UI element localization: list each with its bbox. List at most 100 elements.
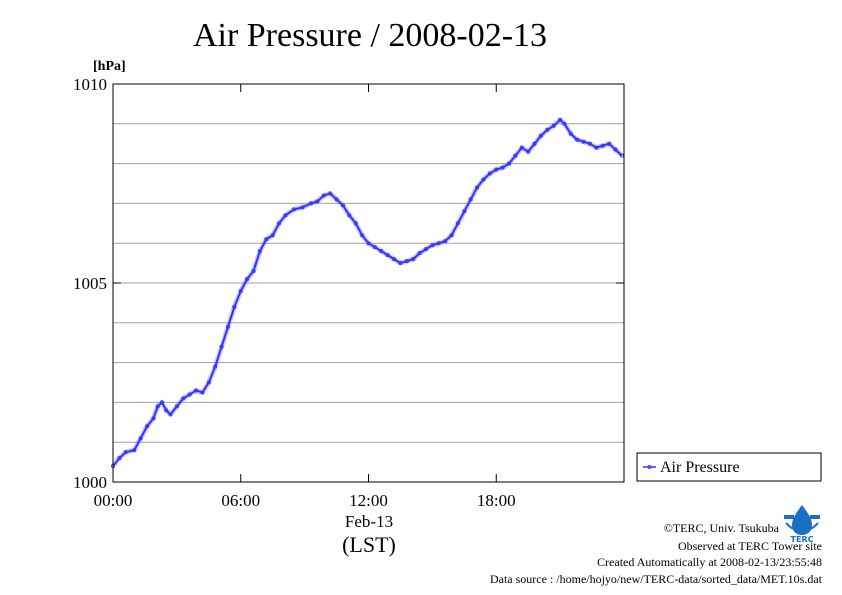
data-point (449, 233, 454, 238)
x-tick-label: 18:00 (477, 491, 516, 510)
data-point (551, 123, 556, 128)
data-point (353, 221, 358, 226)
data-point (594, 145, 599, 150)
x-tick-label: 06:00 (221, 491, 260, 510)
data-point (232, 304, 237, 309)
data-point (379, 249, 384, 254)
data-point (291, 207, 296, 212)
data-point (138, 436, 143, 441)
data-point (500, 165, 505, 170)
data-point (200, 390, 205, 395)
data-point (385, 253, 390, 258)
data-point (507, 161, 512, 166)
data-point (462, 209, 467, 214)
data-point (607, 141, 612, 146)
data-point (334, 197, 339, 202)
data-point (532, 141, 537, 146)
data-point (526, 149, 531, 154)
data-point (145, 424, 150, 429)
legend-marker (647, 464, 652, 469)
data-point (187, 392, 192, 397)
data-point (581, 139, 586, 144)
data-point (558, 117, 563, 122)
data-point (398, 261, 403, 266)
y-tick-label: 1010 (73, 75, 107, 94)
data-point (404, 259, 409, 264)
data-point (238, 288, 243, 293)
data-point (151, 416, 156, 421)
data-point (132, 448, 137, 453)
logo-text: TERC (791, 535, 814, 544)
y-axis-unit-label: [hPa] (93, 59, 126, 74)
x-tick-labels: 00:00 06:00 12:00 18:00 (94, 491, 516, 510)
data-point (519, 145, 524, 150)
data-point (568, 131, 573, 136)
data-point (225, 324, 230, 329)
credit-created: Created Automatically at 2008-02-13/23:5… (597, 555, 822, 569)
terc-logo: TERC (782, 503, 822, 544)
data-point (587, 141, 592, 146)
data-point (411, 257, 416, 262)
data-point (487, 171, 492, 176)
data-point (245, 277, 250, 282)
data-point (347, 213, 352, 218)
data-point (321, 193, 326, 198)
data-point (619, 153, 624, 158)
data-point (494, 167, 499, 172)
data-point (264, 237, 269, 242)
data-point (283, 213, 288, 218)
data-point (181, 396, 186, 401)
data-point (123, 450, 128, 455)
data-point (168, 412, 173, 417)
data-point (159, 400, 164, 405)
x-axis-label: (LST) (342, 532, 396, 557)
data-point (513, 153, 518, 158)
data-point (545, 127, 550, 132)
data-point (481, 177, 486, 182)
credit-copyright: ©TERC, Univ. Tsukuba (664, 521, 780, 535)
data-point (562, 121, 567, 126)
data-point (436, 241, 441, 246)
data-point (164, 408, 169, 413)
y-tick-label: 1000 (73, 473, 107, 492)
data-point (117, 456, 122, 461)
plot-frame (112, 83, 625, 483)
data-point (366, 241, 371, 246)
data-point (155, 404, 160, 409)
x-tick-label: 00:00 (94, 491, 133, 510)
data-point (309, 201, 314, 206)
data-point (315, 199, 320, 204)
series-air-pressure (111, 117, 624, 469)
data-point (219, 344, 224, 349)
legend-label: Air Pressure (660, 459, 740, 476)
data-point (600, 143, 605, 148)
data-point (538, 133, 543, 138)
data-point (417, 251, 422, 256)
x-tick-label: 12:00 (349, 491, 388, 510)
y-tick-labels: 1000 1005 1010 (73, 75, 107, 492)
data-point (257, 249, 262, 254)
data-point (340, 203, 345, 208)
data-point (392, 257, 397, 262)
data-point (475, 185, 480, 190)
data-point (213, 364, 218, 369)
legend-box (636, 452, 822, 482)
data-point (174, 404, 179, 409)
data-point (270, 233, 275, 238)
data-point (328, 191, 333, 196)
date-label: Feb-13 (345, 512, 393, 531)
chart-title: Air Pressure / 2008-02-13 (193, 17, 547, 54)
data-point (455, 221, 460, 226)
data-point (468, 197, 473, 202)
data-point (277, 221, 282, 226)
data-point (430, 243, 435, 248)
series-band (111, 117, 624, 468)
data-point (206, 380, 211, 385)
series-line (112, 118, 623, 467)
data-point (372, 245, 377, 250)
credit-source: Data source : /home/hojyo/new/TERC-data/… (490, 572, 823, 586)
legend: Air Pressure (636, 452, 822, 482)
data-point (423, 247, 428, 252)
data-point (251, 269, 256, 274)
